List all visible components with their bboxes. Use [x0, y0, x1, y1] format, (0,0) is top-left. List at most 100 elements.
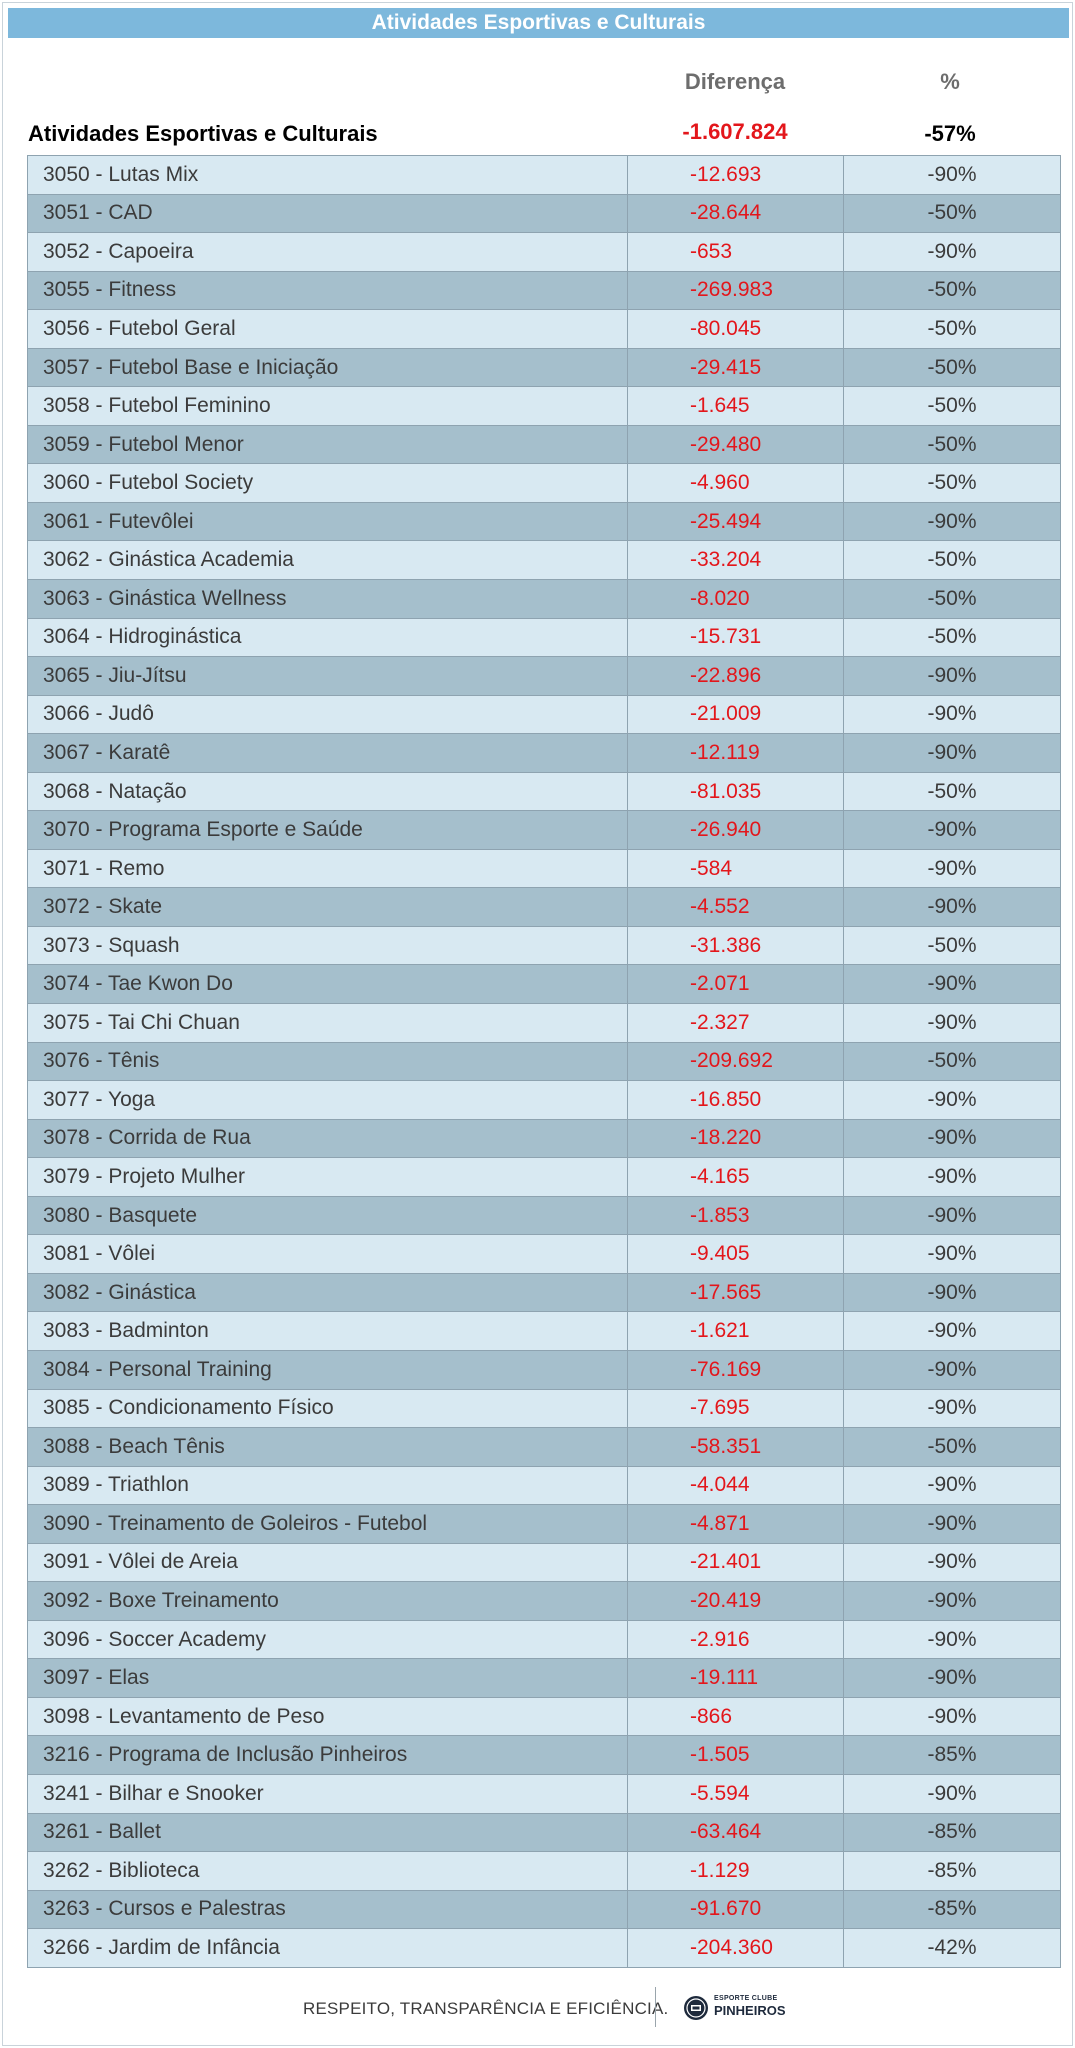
row-diff: -209.692 [628, 1042, 844, 1081]
row-pct: -90% [927, 702, 977, 726]
table-row: 3081 - Vôlei -9.405 -90% [28, 1235, 1060, 1274]
row-diff: -15.731 [628, 618, 844, 657]
table-row: 3263 - Cursos e Palestras -91.670 -85% [28, 1890, 1060, 1930]
table-row: 3080 - Basquete -1.853 -90% [28, 1196, 1060, 1236]
table-row: 3082 - Ginástica -17.565 -90% [28, 1273, 1060, 1313]
row-diff: -28.644 [628, 194, 844, 233]
row-name: 3066 - Judô [28, 695, 628, 734]
row-pct: -85% [927, 1897, 977, 1921]
table-row: 3056 - Futebol Geral -80.045 -50% [28, 310, 1060, 349]
row-pct: -90% [927, 1550, 977, 1574]
table-row: 3059 - Futebol Menor -29.480 -50% [28, 425, 1060, 465]
row-name: 3058 - Futebol Feminino [28, 387, 628, 425]
table-row: 3068 - Natação -81.035 -50% [28, 772, 1060, 812]
table-row: 3062 - Ginástica Academia -33.204 -50% [28, 541, 1060, 581]
row-name: 3263 - Cursos e Palestras [28, 1890, 628, 1929]
row-name: 3077 - Yoga [28, 1081, 628, 1119]
row-name: 3079 - Projeto Mulher [28, 1158, 628, 1196]
summary-pct: -57% [924, 121, 976, 146]
table-row: 3076 - Tênis -209.692 -50% [28, 1042, 1060, 1082]
row-diff: -584 [628, 849, 844, 888]
data-table: 3050 - Lutas Mix -12.693 -90% 3051 - CAD -28… [27, 155, 1061, 1968]
row-name: 3063 - Ginástica Wellness [28, 580, 628, 618]
row-diff: -91.670 [628, 1890, 844, 1929]
row-name: 3055 - Fitness [28, 271, 628, 310]
row-name: 3060 - Futebol Society [28, 464, 628, 502]
row-name: 3072 - Skate [28, 888, 628, 926]
row-name: 3056 - Futebol Geral [28, 310, 628, 348]
summary-diff: -1.607.824 [682, 119, 788, 144]
row-diff: -866 [628, 1697, 844, 1736]
row-pct: -90% [927, 509, 977, 533]
row-name: 3088 - Beach Tênis [28, 1428, 628, 1466]
row-name: 3059 - Futebol Menor [28, 425, 628, 464]
row-pct: -90% [927, 1704, 977, 1728]
row-diff: -31.386 [628, 926, 844, 965]
row-diff: -17.565 [628, 1273, 844, 1312]
row-name: 3084 - Personal Training [28, 1350, 628, 1389]
row-pct: -50% [927, 933, 977, 957]
row-name: 3078 - Corrida de Rua [28, 1119, 628, 1158]
row-pct: -50% [927, 278, 977, 302]
row-diff: -16.850 [628, 1081, 844, 1119]
row-diff: -204.360 [628, 1929, 844, 1967]
row-diff: -1.853 [628, 1196, 844, 1235]
row-pct: -50% [927, 779, 977, 803]
row-diff: -7.695 [628, 1389, 844, 1428]
row-name: 3064 - Hidroginástica [28, 618, 628, 657]
row-pct: -90% [927, 818, 977, 842]
row-diff: -33.204 [628, 541, 844, 580]
row-diff: -2.327 [628, 1004, 844, 1042]
row-name: 3065 - Jiu-Jítsu [28, 657, 628, 695]
row-name: 3071 - Remo [28, 849, 628, 888]
row-name: 3083 - Badminton [28, 1312, 628, 1350]
row-pct: -90% [927, 1473, 977, 1497]
row-name: 3098 - Levantamento de Peso [28, 1697, 628, 1736]
table-row: 3079 - Projeto Mulher -4.165 -90% [28, 1158, 1060, 1197]
row-name: 3051 - CAD [28, 194, 628, 233]
row-name: 3075 - Tai Chi Chuan [28, 1004, 628, 1042]
row-pct: -85% [927, 1858, 977, 1882]
row-name: 3082 - Ginástica [28, 1273, 628, 1312]
row-diff: -21.401 [628, 1543, 844, 1582]
row-name: 3266 - Jardim de Infância [28, 1929, 628, 1967]
table-row: 3058 - Futebol Feminino -1.645 -50% [28, 387, 1060, 426]
table-row: 3085 - Condicionamento Físico -7.695 -90% [28, 1389, 1060, 1429]
row-pct: -90% [927, 239, 977, 263]
row-pct: -90% [927, 1280, 977, 1304]
row-diff: -1.505 [628, 1736, 844, 1774]
row-pct: -50% [927, 625, 977, 649]
row-pct: -50% [927, 316, 977, 340]
row-name: 3090 - Treinamento de Goleiros - Futebol [28, 1505, 628, 1543]
row-name: 3076 - Tênis [28, 1042, 628, 1081]
table-row: 3072 - Skate -4.552 -90% [28, 888, 1060, 927]
row-pct: -90% [927, 1087, 977, 1111]
row-pct: -90% [927, 740, 977, 764]
row-diff: -8.020 [628, 580, 844, 618]
row-pct: -90% [927, 1627, 977, 1651]
table-row: 3091 - Vôlei de Areia -21.401 -90% [28, 1543, 1060, 1583]
column-header-pct: % [940, 69, 960, 94]
table-row: 3073 - Squash -31.386 -50% [28, 926, 1060, 966]
table-row: 3055 - Fitness -269.983 -50% [28, 271, 1060, 311]
footer-brand: ESPORTE CLUBE PINHEIROS [714, 1995, 786, 2017]
row-name: 3057 - Futebol Base e Iniciação [28, 348, 628, 387]
row-pct: -85% [927, 1820, 977, 1844]
table-row: 3063 - Ginástica Wellness -8.020 -50% [28, 580, 1060, 619]
row-pct: -50% [927, 1049, 977, 1073]
row-diff: -1.621 [628, 1312, 844, 1350]
row-pct: -90% [927, 1319, 977, 1343]
row-diff: -21.009 [628, 695, 844, 734]
row-diff: -22.896 [628, 657, 844, 695]
row-pct: -90% [927, 1010, 977, 1034]
table-row: 3084 - Personal Training -76.169 -90% [28, 1350, 1060, 1390]
row-name: 3089 - Triathlon [28, 1466, 628, 1505]
table-row: 3077 - Yoga -16.850 -90% [28, 1081, 1060, 1120]
row-pct: -90% [927, 162, 977, 186]
table-row: 3065 - Jiu-Jítsu -22.896 -90% [28, 657, 1060, 696]
table-row: 3241 - Bilhar e Snooker -5.594 -90% [28, 1774, 1060, 1814]
row-pct: -50% [927, 1434, 977, 1458]
row-diff: -1.645 [628, 387, 844, 425]
row-diff: -25.494 [628, 502, 844, 541]
row-diff: -2.916 [628, 1620, 844, 1659]
